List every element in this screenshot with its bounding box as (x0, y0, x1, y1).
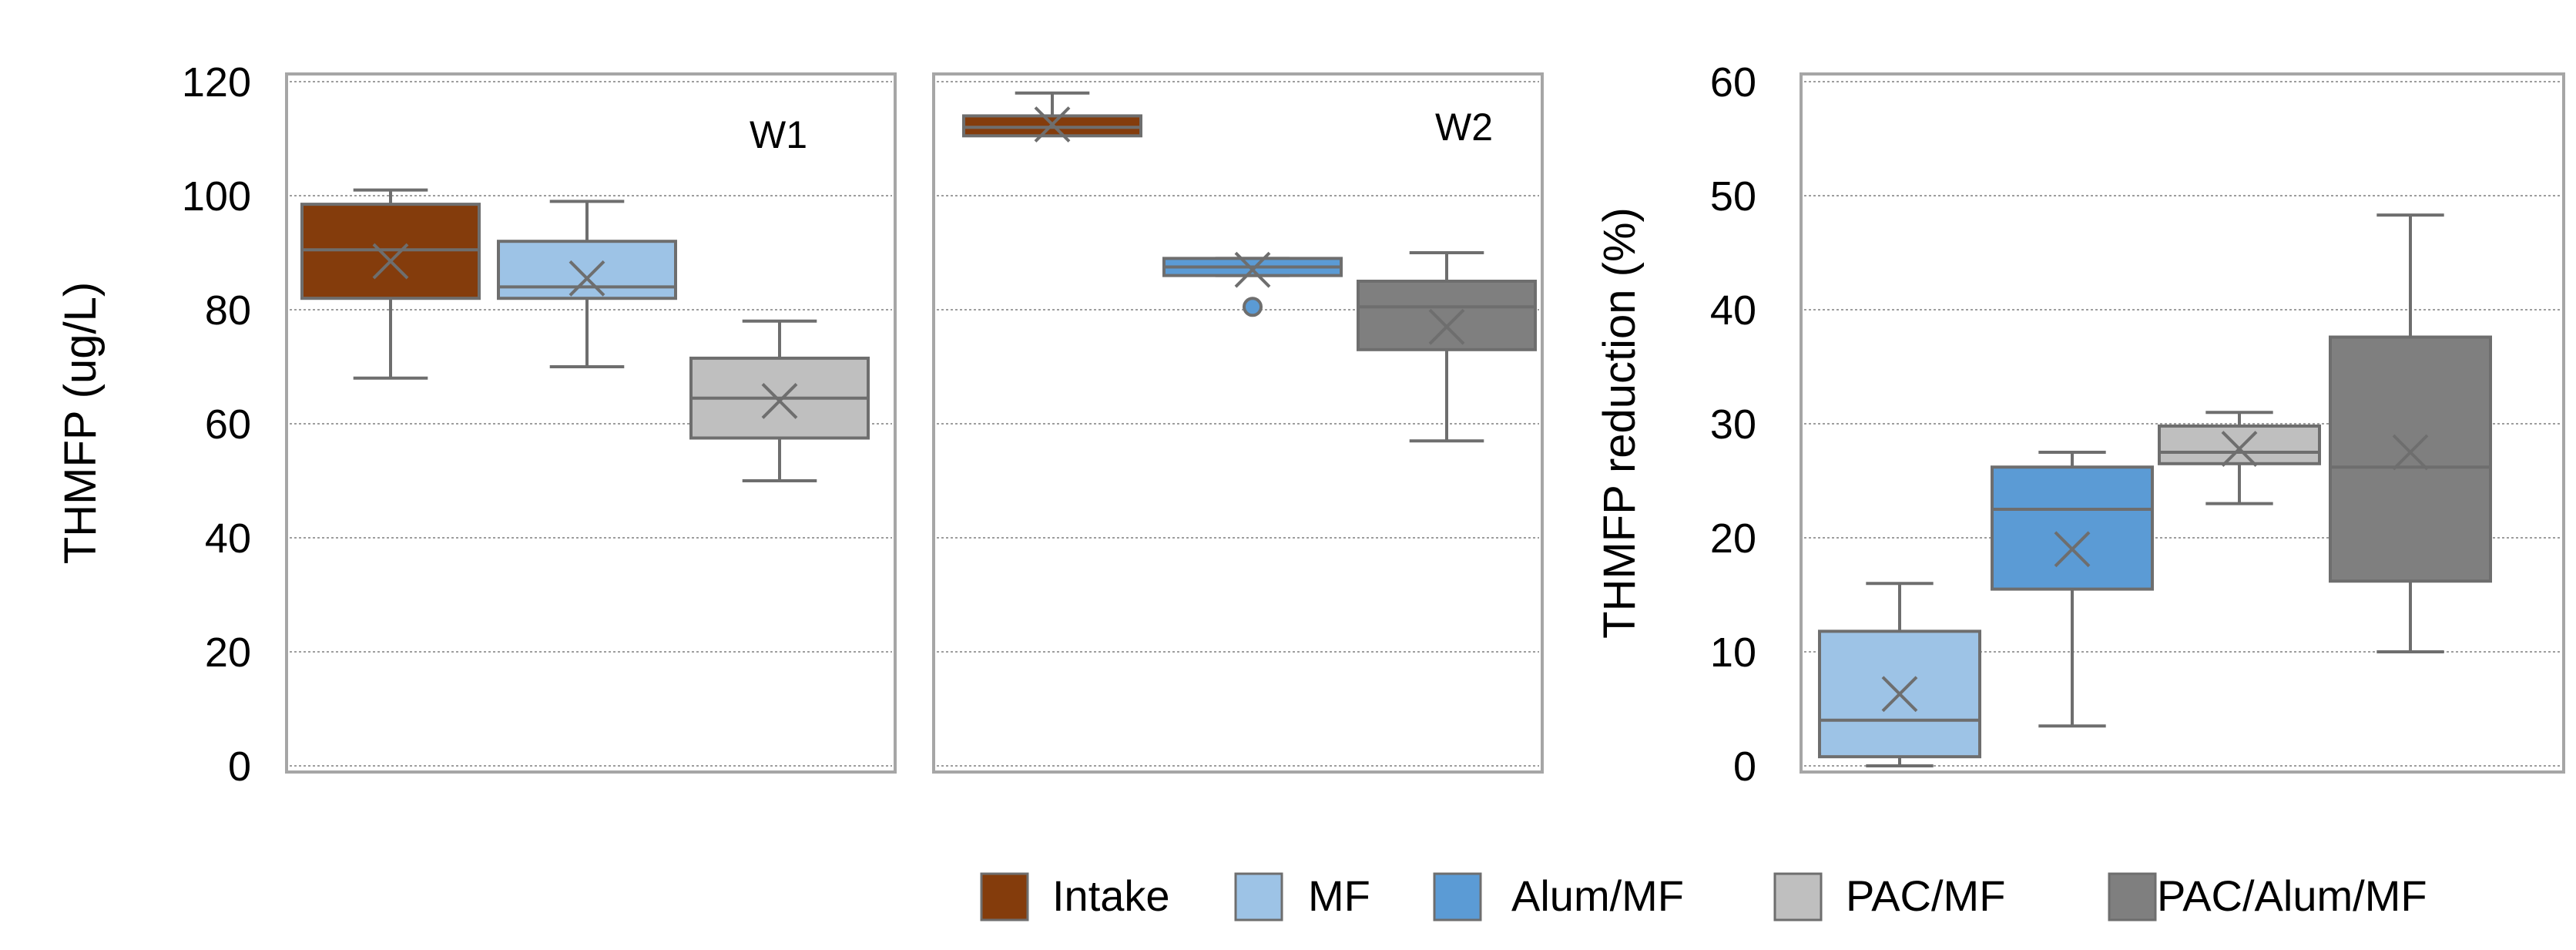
panel-reduction: 0 10 20 30 40 50 60 THMFP reduction (%) (1595, 59, 2565, 790)
panel-w1-y-tick-label: 100 (182, 173, 251, 220)
panel-reduction-y-tick-label: 30 (1710, 401, 1756, 448)
panel-reduction-y-tick-label: 0 (1733, 744, 1756, 790)
panel-reduction-y-tick-label: 20 (1710, 515, 1756, 562)
panel-reduction-box-pac-mf (2158, 411, 2321, 505)
panel-w2-box-pac-alum-mf (1357, 251, 1537, 443)
panel-w2-box-alum-mf-outlier-point (1243, 297, 1263, 317)
legend-label-intake: Intake (1052, 871, 1170, 920)
panel-reduction-y-tick-label: 10 (1710, 629, 1756, 676)
panel-w1-y-tick-label: 40 (205, 515, 251, 562)
legend-item-alum-mf: Alum/MF (1433, 871, 1684, 921)
panel-reduction-box-pac-mf-iqr-box (2158, 424, 2321, 465)
panel-w2-box-alum-mf-mean-marker (1234, 251, 1271, 288)
panel-w2-label: W2 (1435, 106, 1493, 149)
legend-swatch-intake (980, 872, 1029, 921)
legend-label-alum-mf: Alum/MF (1511, 871, 1684, 920)
panel-w1-box-pac-mf (689, 319, 870, 482)
panel-reduction-y-tick-label: 40 (1710, 287, 1756, 334)
legend-swatch-pac-alum-mf (2108, 872, 2157, 921)
panel-w1-label: W1 (750, 113, 807, 156)
panel-reduction-box-mf-mean-marker (1881, 676, 1918, 713)
panel-w2-gridlines (937, 81, 1539, 767)
panel-w1-y-tick-label: 80 (205, 287, 251, 334)
panel-w1-box-mf (497, 200, 677, 368)
panel-w1-y-tick-label: 120 (182, 59, 251, 106)
legend-item-intake: Intake (980, 871, 1170, 921)
panel-w1-gridlines (290, 81, 892, 767)
panel-w1-y-tick-label: 20 (205, 629, 251, 676)
legend-item-pac-alum-mf: PAC/Alum/MF (2108, 871, 2427, 921)
panel-w2-box-pac-alum-mf-mean-marker (1428, 308, 1465, 345)
panel-w2-boxes (962, 91, 1537, 443)
panel-w1-box-mf-iqr-box (497, 240, 677, 300)
legend-swatch-pac-mf (1773, 872, 1823, 921)
panel-w2-box-intake-mean-marker (1034, 106, 1071, 143)
panel-reduction-box-alum-mf (1991, 451, 2154, 728)
panel-reduction-y-ticks: 0 10 20 30 40 50 60 (1710, 59, 1756, 790)
legend-swatch-mf (1234, 872, 1283, 921)
panel-reduction-box-mf (1818, 582, 1981, 767)
panel-w1-y-axis-label: THMFP (ug/L) (55, 282, 106, 564)
panel-reduction-boxes (1818, 213, 2492, 767)
panel-w1-box-intake (300, 188, 481, 380)
panel-w1-y-ticks: 0 20 40 60 80 100 120 (182, 59, 251, 790)
panel-reduction-y-tick-label: 50 (1710, 173, 1756, 220)
panel-reduction-y-axis-label: THMFP reduction (%) (1595, 207, 1645, 639)
panel-reduction-box-alum-mf-iqr-box (1991, 465, 2154, 591)
panel-reduction-box-pac-mf-mean-marker (2221, 431, 2258, 467)
legend: Intake MF Alum/MF PAC/MF PAC/Alum/MF (980, 871, 2427, 921)
panel-reduction-box-pac-alum-mf-iqr-box (2329, 335, 2492, 583)
panel-w2-frame (932, 72, 1544, 774)
panel-w1-y-tick-label: 60 (205, 401, 251, 448)
legend-label-pac-mf: PAC/MF (1846, 871, 2005, 920)
panel-reduction-box-alum-mf-mean-marker (2054, 531, 2091, 568)
legend-label-pac-alum-mf: PAC/Alum/MF (2157, 871, 2427, 920)
panel-reduction-y-tick-label: 60 (1710, 59, 1756, 106)
panel-w1: 0 20 40 60 80 100 120 W1 THMFP (ug/L) (55, 59, 897, 790)
panel-reduction-box-pac-alum-mf (2329, 213, 2492, 653)
panel-w2: W2 (932, 72, 1544, 774)
panel-w2-box-pac-alum-mf-iqr-box (1357, 280, 1537, 351)
legend-item-mf: MF (1234, 871, 1370, 921)
panel-w2-box-alum-mf (1162, 251, 1343, 317)
panel-w1-box-pac-mf-mean-marker (761, 382, 798, 419)
panel-reduction-box-pac-alum-mf-mean-marker (2392, 434, 2429, 471)
panel-w1-boxes (300, 188, 870, 482)
legend-swatch-alum-mf (1433, 872, 1482, 921)
legend-item-pac-mf: PAC/MF (1773, 871, 2005, 921)
legend-label-mf: MF (1308, 871, 1370, 920)
panel-w1-box-mf-mean-marker (569, 260, 605, 297)
panel-w1-box-intake-mean-marker (372, 243, 409, 280)
panel-w2-box-intake (962, 91, 1142, 143)
panel-w1-y-tick-label: 0 (228, 744, 251, 790)
